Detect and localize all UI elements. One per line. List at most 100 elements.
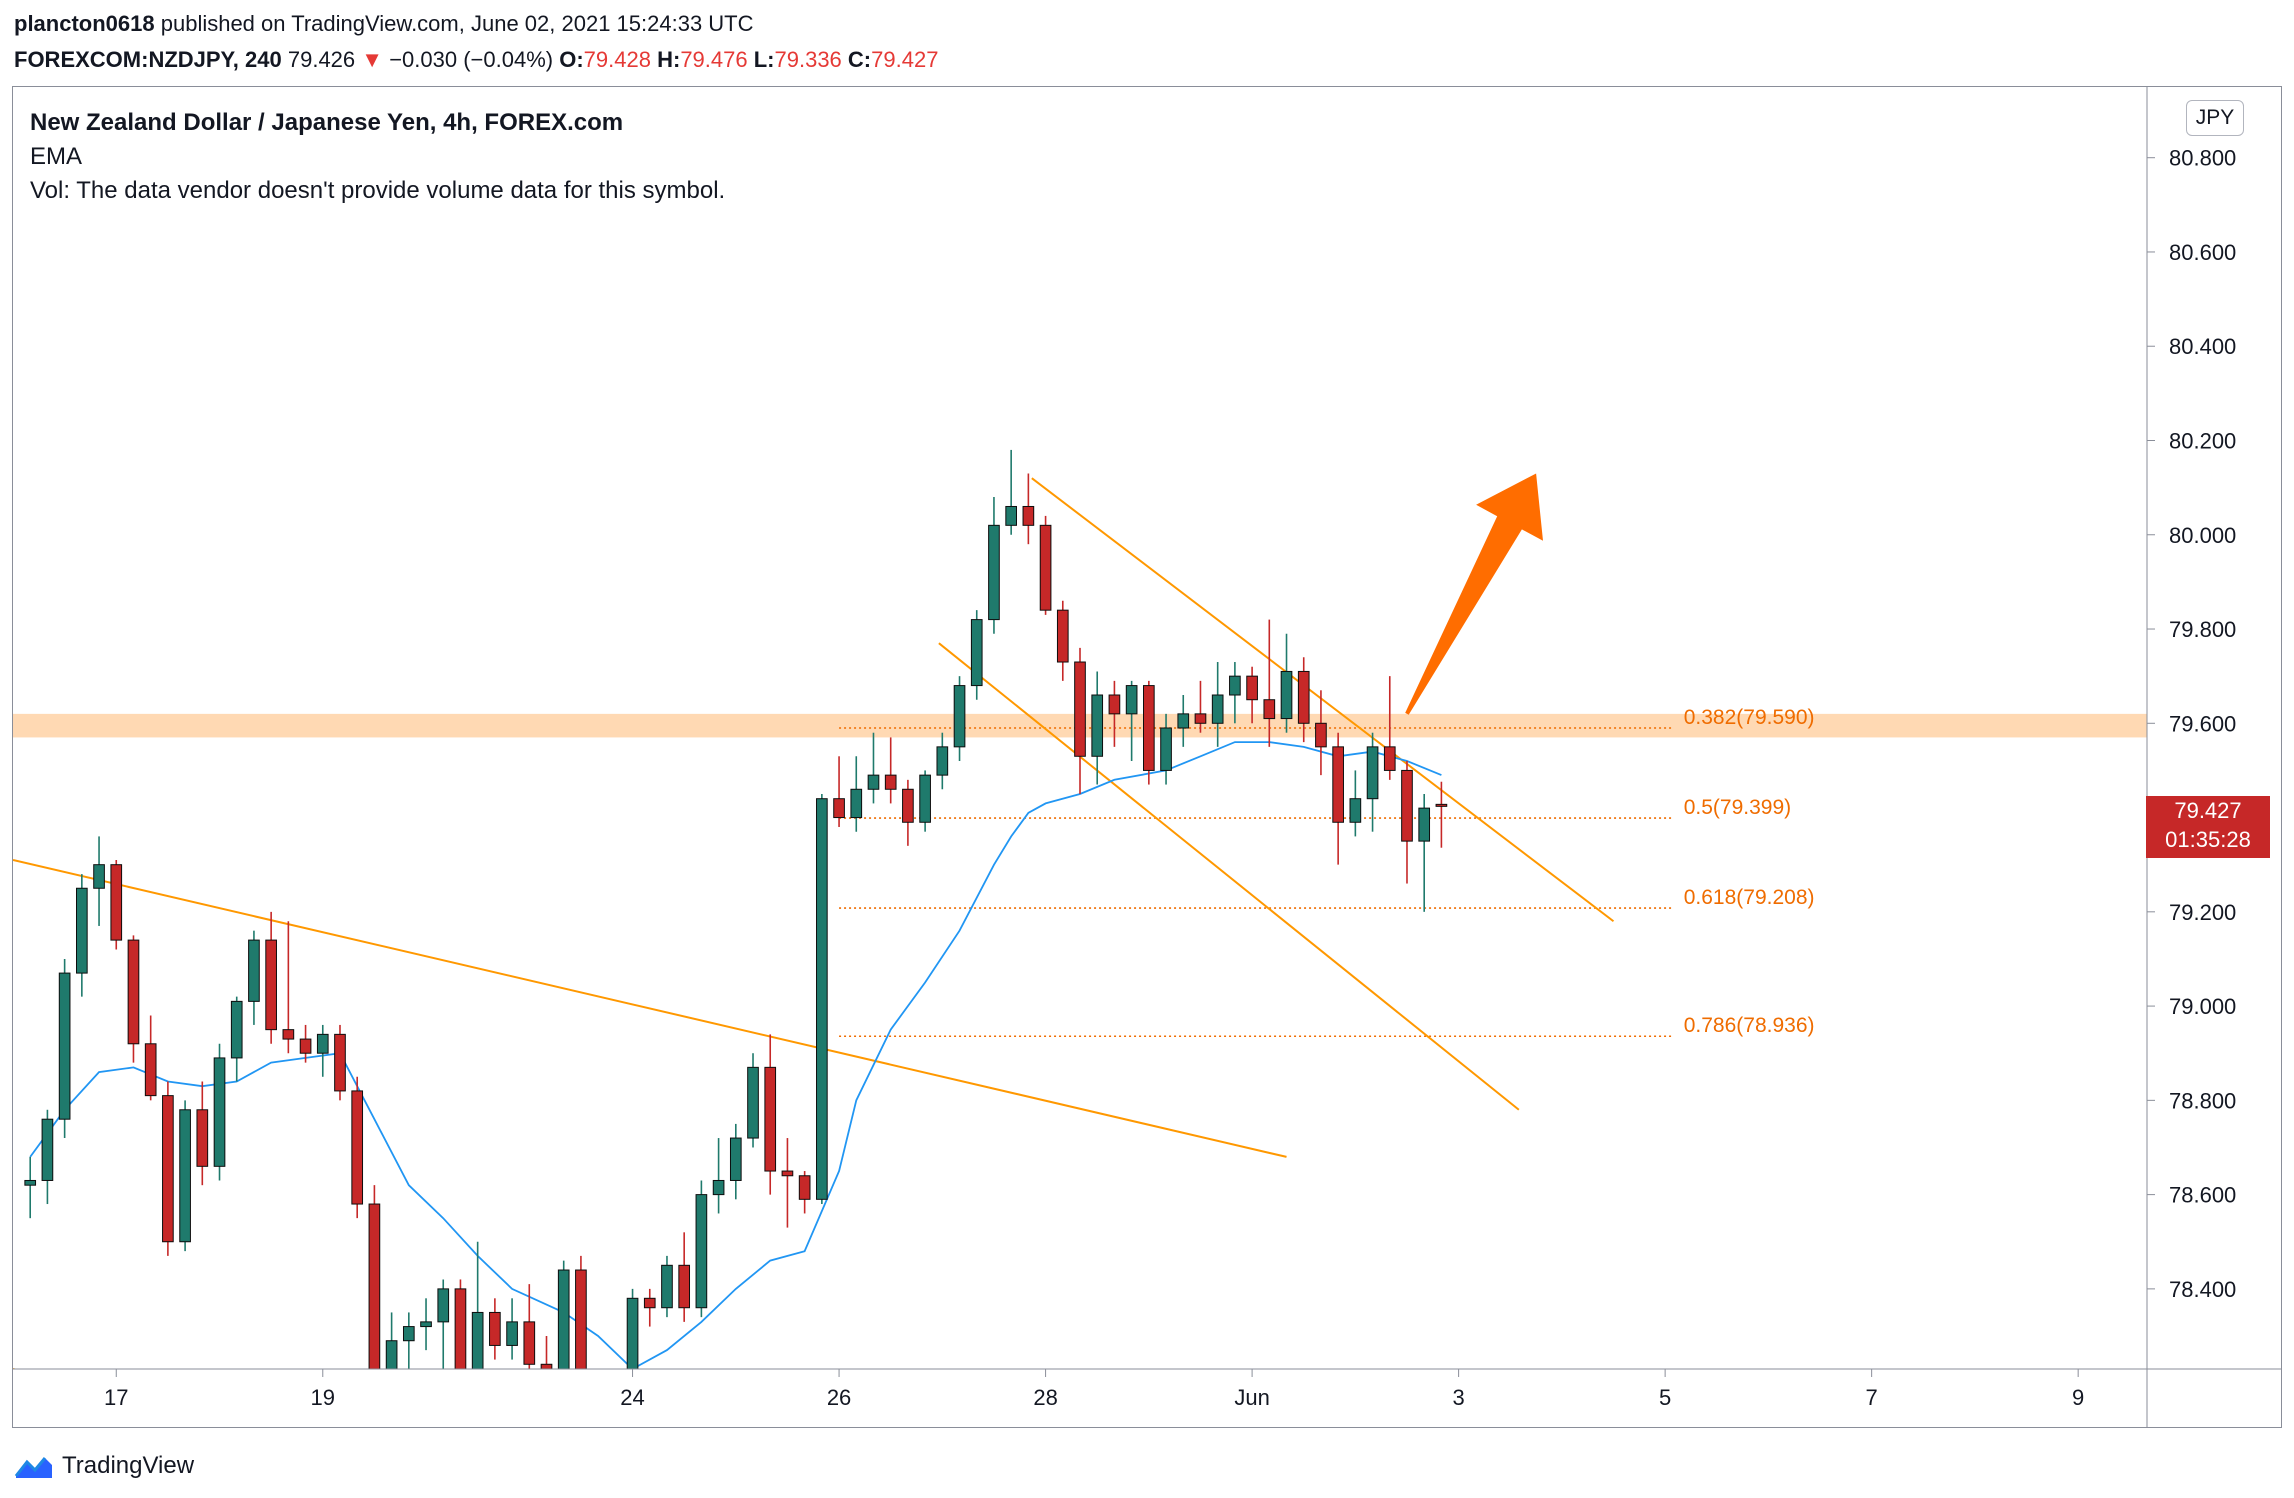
candle[interactable]	[953, 676, 966, 761]
trend-line[interactable]	[13, 858, 1287, 1158]
candle[interactable]	[385, 1312, 398, 1387]
candle[interactable]	[1349, 770, 1362, 837]
candle[interactable]	[1332, 732, 1344, 865]
candle[interactable]	[1383, 676, 1396, 780]
candle[interactable]	[1039, 515, 1052, 615]
candle[interactable]	[489, 1298, 501, 1360]
candle[interactable]	[179, 1100, 191, 1252]
candle[interactable]	[506, 1298, 518, 1360]
candle[interactable]	[265, 911, 277, 1044]
candle[interactable]	[1177, 695, 1190, 747]
candle[interactable]	[58, 958, 71, 1139]
candle[interactable]	[867, 732, 880, 804]
candle[interactable]	[334, 1024, 346, 1101]
candle[interactable]	[1435, 781, 1448, 848]
publisher-name[interactable]: plancton0618	[14, 11, 155, 36]
candle[interactable]	[351, 1076, 364, 1219]
candle[interactable]	[402, 1312, 415, 1373]
candle[interactable]	[798, 1171, 811, 1214]
candle[interactable]	[162, 1081, 174, 1256]
candle[interactable]	[1056, 600, 1069, 681]
candle[interactable]	[833, 756, 845, 827]
candle[interactable]	[988, 497, 1000, 634]
candle[interactable]	[110, 859, 123, 950]
candle[interactable]	[368, 1185, 381, 1383]
candle[interactable]	[850, 756, 863, 832]
candle[interactable]	[454, 1279, 467, 1392]
candle-body	[282, 1029, 295, 1040]
down-triangle-icon: ▼	[361, 47, 384, 72]
plot-area[interactable]: 0.382(79.590) 0.5(79.399) 0.618(79.208) 0.7…	[13, 449, 2147, 1393]
candle[interactable]	[420, 1298, 432, 1351]
candle[interactable]	[248, 930, 260, 1025]
candle[interactable]	[93, 836, 105, 926]
candle[interactable]	[41, 1109, 54, 1205]
chart-frame[interactable]: 0.382(79.590) 0.5(79.399) 0.618(79.208) 0.7…	[12, 86, 2282, 1428]
candle[interactable]	[24, 1156, 37, 1219]
candle[interactable]	[1022, 473, 1035, 545]
trend-line[interactable]	[13, 1368, 51, 1378]
candle[interactable]	[282, 921, 295, 1054]
candle[interactable]	[557, 1260, 570, 1384]
tradingview-footer[interactable]: TradingView	[14, 1446, 194, 1486]
candle-body	[764, 1066, 777, 1172]
currency-button[interactable]: JPY	[2186, 100, 2244, 136]
candle[interactable]	[127, 935, 140, 1063]
candle[interactable]	[626, 1288, 639, 1393]
candle[interactable]	[540, 1336, 553, 1383]
candle[interactable]	[764, 1034, 777, 1195]
price-chart[interactable]: 0.382(79.590) 0.5(79.399) 0.618(79.208) 0.7…	[13, 87, 2281, 1427]
candle[interactable]	[712, 1138, 725, 1214]
candle[interactable]	[902, 779, 914, 846]
candle[interactable]	[1194, 680, 1207, 733]
candle[interactable]	[1125, 680, 1138, 761]
candle[interactable]	[1246, 666, 1258, 724]
candle[interactable]	[781, 1138, 794, 1228]
candle[interactable]	[661, 1255, 673, 1318]
candle[interactable]	[970, 610, 983, 700]
candle[interactable]	[196, 1081, 209, 1186]
candle[interactable]	[1280, 633, 1293, 733]
candle[interactable]	[299, 1024, 312, 1063]
candle[interactable]	[1108, 680, 1121, 747]
legend-volume[interactable]: Vol: The data vendor doesn't provide vol…	[30, 177, 726, 204]
candle[interactable]	[1401, 760, 1413, 884]
candle-body	[781, 1170, 794, 1177]
candle[interactable]	[471, 1241, 484, 1388]
candle[interactable]	[1005, 449, 1017, 535]
bullish-arrow[interactable]	[1405, 473, 1543, 715]
candle[interactable]	[678, 1232, 691, 1322]
candle[interactable]	[1211, 662, 1224, 747]
candle[interactable]	[936, 732, 949, 790]
candle[interactable]	[729, 1123, 742, 1200]
y-tick-label: 80.000	[2169, 523, 2236, 548]
candle[interactable]	[523, 1284, 536, 1383]
candle[interactable]	[695, 1180, 708, 1318]
candle[interactable]	[1229, 662, 1241, 724]
candle[interactable]	[144, 1015, 157, 1101]
trend-line[interactable]	[1031, 477, 1615, 923]
candle[interactable]	[1263, 619, 1276, 747]
candle[interactable]	[575, 1255, 587, 1393]
candle[interactable]	[747, 1053, 759, 1148]
candle[interactable]	[437, 1279, 450, 1378]
candle[interactable]	[1091, 671, 1104, 785]
candle[interactable]	[1366, 732, 1379, 832]
candle[interactable]	[643, 1288, 656, 1327]
candle[interactable]	[919, 770, 931, 832]
candle[interactable]	[213, 1043, 226, 1181]
candle[interactable]	[1160, 713, 1172, 785]
candle[interactable]	[816, 793, 828, 1205]
candle[interactable]	[316, 1024, 329, 1077]
ema-line[interactable]	[29, 741, 1442, 1369]
candle[interactable]	[1297, 657, 1310, 743]
candle[interactable]	[76, 874, 88, 997]
candle[interactable]	[1418, 793, 1431, 912]
candle[interactable]	[1143, 680, 1155, 785]
trend-line[interactable]	[938, 642, 1520, 1111]
candle[interactable]	[1315, 690, 1327, 776]
candle[interactable]	[1074, 647, 1086, 794]
candle[interactable]	[230, 996, 243, 1082]
candle[interactable]	[884, 737, 897, 804]
legend-ema[interactable]: EMA	[30, 143, 83, 170]
